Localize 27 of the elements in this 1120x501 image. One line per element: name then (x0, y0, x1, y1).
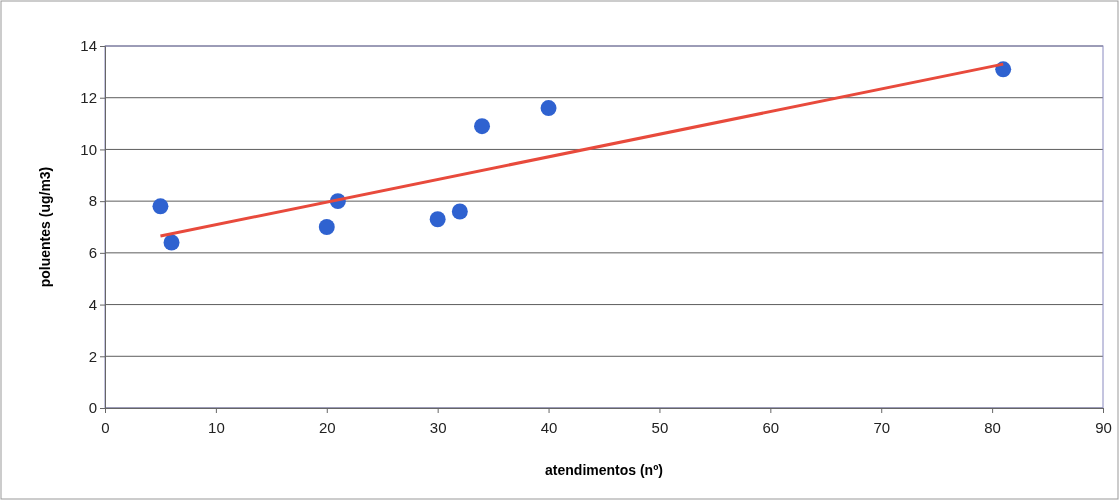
y-tick-label: 12 (80, 89, 97, 107)
x-tick-label: 70 (873, 418, 891, 436)
point (318, 219, 335, 235)
point (474, 118, 490, 135)
y-tick-label: 6 (88, 244, 97, 262)
point (163, 234, 180, 251)
x-tick-label: 0 (101, 418, 110, 436)
x-axis-title: atendimentos (nº) (545, 462, 663, 478)
y-axis-title: poluentes (ug/m3) (37, 166, 53, 288)
x-tick-label: 50 (651, 418, 669, 436)
x-tick-label: 30 (429, 418, 447, 436)
point (429, 211, 446, 228)
x-tick-label: 40 (540, 418, 558, 436)
y-tick-label: 8 (88, 192, 97, 210)
x-tick-label: 10 (208, 418, 225, 436)
y-tick-label: 2 (88, 347, 97, 365)
y-tick-label: 14 (80, 37, 97, 55)
y-tick-label: 4 (88, 295, 97, 313)
y-tick-label: 0 (88, 399, 97, 417)
x-tick-label: 60 (762, 418, 780, 436)
y-tick-label: 10 (80, 140, 97, 158)
point (451, 203, 468, 220)
x-tick-label: 90 (1095, 418, 1112, 436)
x-tick-label: 20 (318, 418, 336, 436)
x-tick-label: 80 (984, 418, 1001, 436)
point (152, 198, 169, 215)
point (540, 100, 557, 117)
